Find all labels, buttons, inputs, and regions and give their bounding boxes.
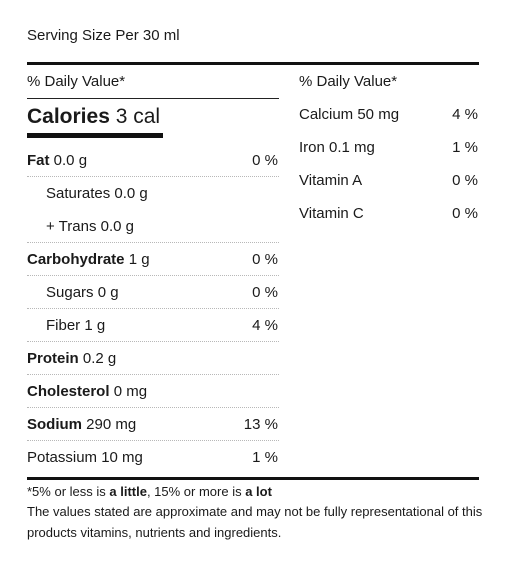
nutrient-label: Sodium 290 mg: [27, 416, 137, 433]
nutrient-row-potassium: Potassium 10 mg 1 %: [27, 441, 279, 474]
daily-value-footnote: *5% or less is a little, 15% or more is …: [27, 484, 272, 499]
nutrient-percent: 0 %: [252, 251, 278, 268]
nutrient-row-fiber: Fiber 1 g 4 %: [27, 309, 279, 342]
nutrients-left-column: % Daily Value* Calories 3 cal Fat 0.0 g …: [27, 65, 279, 474]
nutrient-row-iron: Iron 0.1 mg 1 %: [299, 131, 479, 164]
nutrient-label: Saturates 0.0 g: [46, 185, 148, 202]
nutrient-label: Protein 0.2 g: [27, 350, 117, 367]
nutrient-percent: [278, 375, 279, 407]
nutrient-label: Fiber 1 g: [46, 317, 106, 334]
nutrient-percent: 4 %: [252, 317, 278, 334]
nutrient-label: Sugars 0 g: [46, 284, 119, 301]
nutrient-label: Iron 0.1 mg: [299, 139, 375, 156]
nutrient-row-sodium: Sodium 290 mg 13 %: [27, 408, 279, 441]
nutrient-percent: 0 %: [452, 205, 478, 222]
daily-value-header-left: % Daily Value*: [27, 65, 279, 99]
nutrient-label: Carbohydrate 1 g: [27, 251, 150, 268]
nutrient-row-sugars: Sugars 0 g 0 %: [27, 276, 279, 309]
nutrient-label: Potassium 10 mg: [27, 449, 143, 466]
nutrient-label: Cholesterol 0 mg: [27, 383, 148, 400]
nutrient-row-carbohydrate: Carbohydrate 1 g 0 %: [27, 243, 279, 276]
calories: Calories 3 cal: [27, 99, 279, 133]
nutrient-label: Vitamin C: [299, 205, 364, 222]
nutrient-percent: 4 %: [452, 106, 478, 123]
nutrient-percent: [278, 177, 279, 210]
nutrient-row-saturates: Saturates 0.0 g: [27, 177, 279, 210]
nutrients-right-column: % Daily Value* Calcium 50 mg 4 % Iron 0.…: [299, 65, 479, 230]
nutrient-label: + Trans 0.0 g: [46, 218, 134, 235]
nutrient-row-vitamin-a: Vitamin A 0 %: [299, 164, 479, 197]
bottom-divider: [27, 477, 479, 480]
calories-label: Calories: [27, 105, 110, 128]
nutrient-percent: 0 %: [252, 284, 278, 301]
nutrient-percent: 1 %: [252, 449, 278, 466]
serving-size: Serving Size Per 30 ml: [27, 27, 180, 44]
calories-bar: [27, 133, 163, 138]
nutrient-row-calcium: Calcium 50 mg 4 %: [299, 98, 479, 131]
nutrient-percent: [278, 342, 279, 374]
nutrient-percent: [278, 210, 279, 242]
top-divider: [27, 62, 479, 65]
nutrient-row-vitamin-c: Vitamin C 0 %: [299, 197, 479, 230]
nutrient-row-protein: Protein 0.2 g: [27, 342, 279, 375]
nutrient-label: Calcium 50 mg: [299, 106, 400, 123]
nutrient-row-trans: + Trans 0.0 g: [27, 210, 279, 243]
nutrient-row-cholesterol: Cholesterol 0 mg: [27, 375, 279, 408]
nutrient-percent: 1 %: [452, 139, 478, 156]
nutrient-label: Fat 0.0 g: [27, 152, 88, 169]
calories-value: 3 cal: [115, 105, 161, 128]
nutrient-percent: 13 %: [243, 416, 278, 433]
daily-value-header-right: % Daily Value*: [299, 73, 398, 90]
nutrient-percent: 0 %: [252, 152, 278, 169]
nutrient-percent: 0 %: [452, 172, 478, 189]
nutrient-row-fat: Fat 0.0 g 0 %: [27, 144, 279, 177]
disclaimer-text: The values stated are approximate and ma…: [27, 504, 483, 540]
nutrient-label: Vitamin A: [299, 172, 363, 189]
